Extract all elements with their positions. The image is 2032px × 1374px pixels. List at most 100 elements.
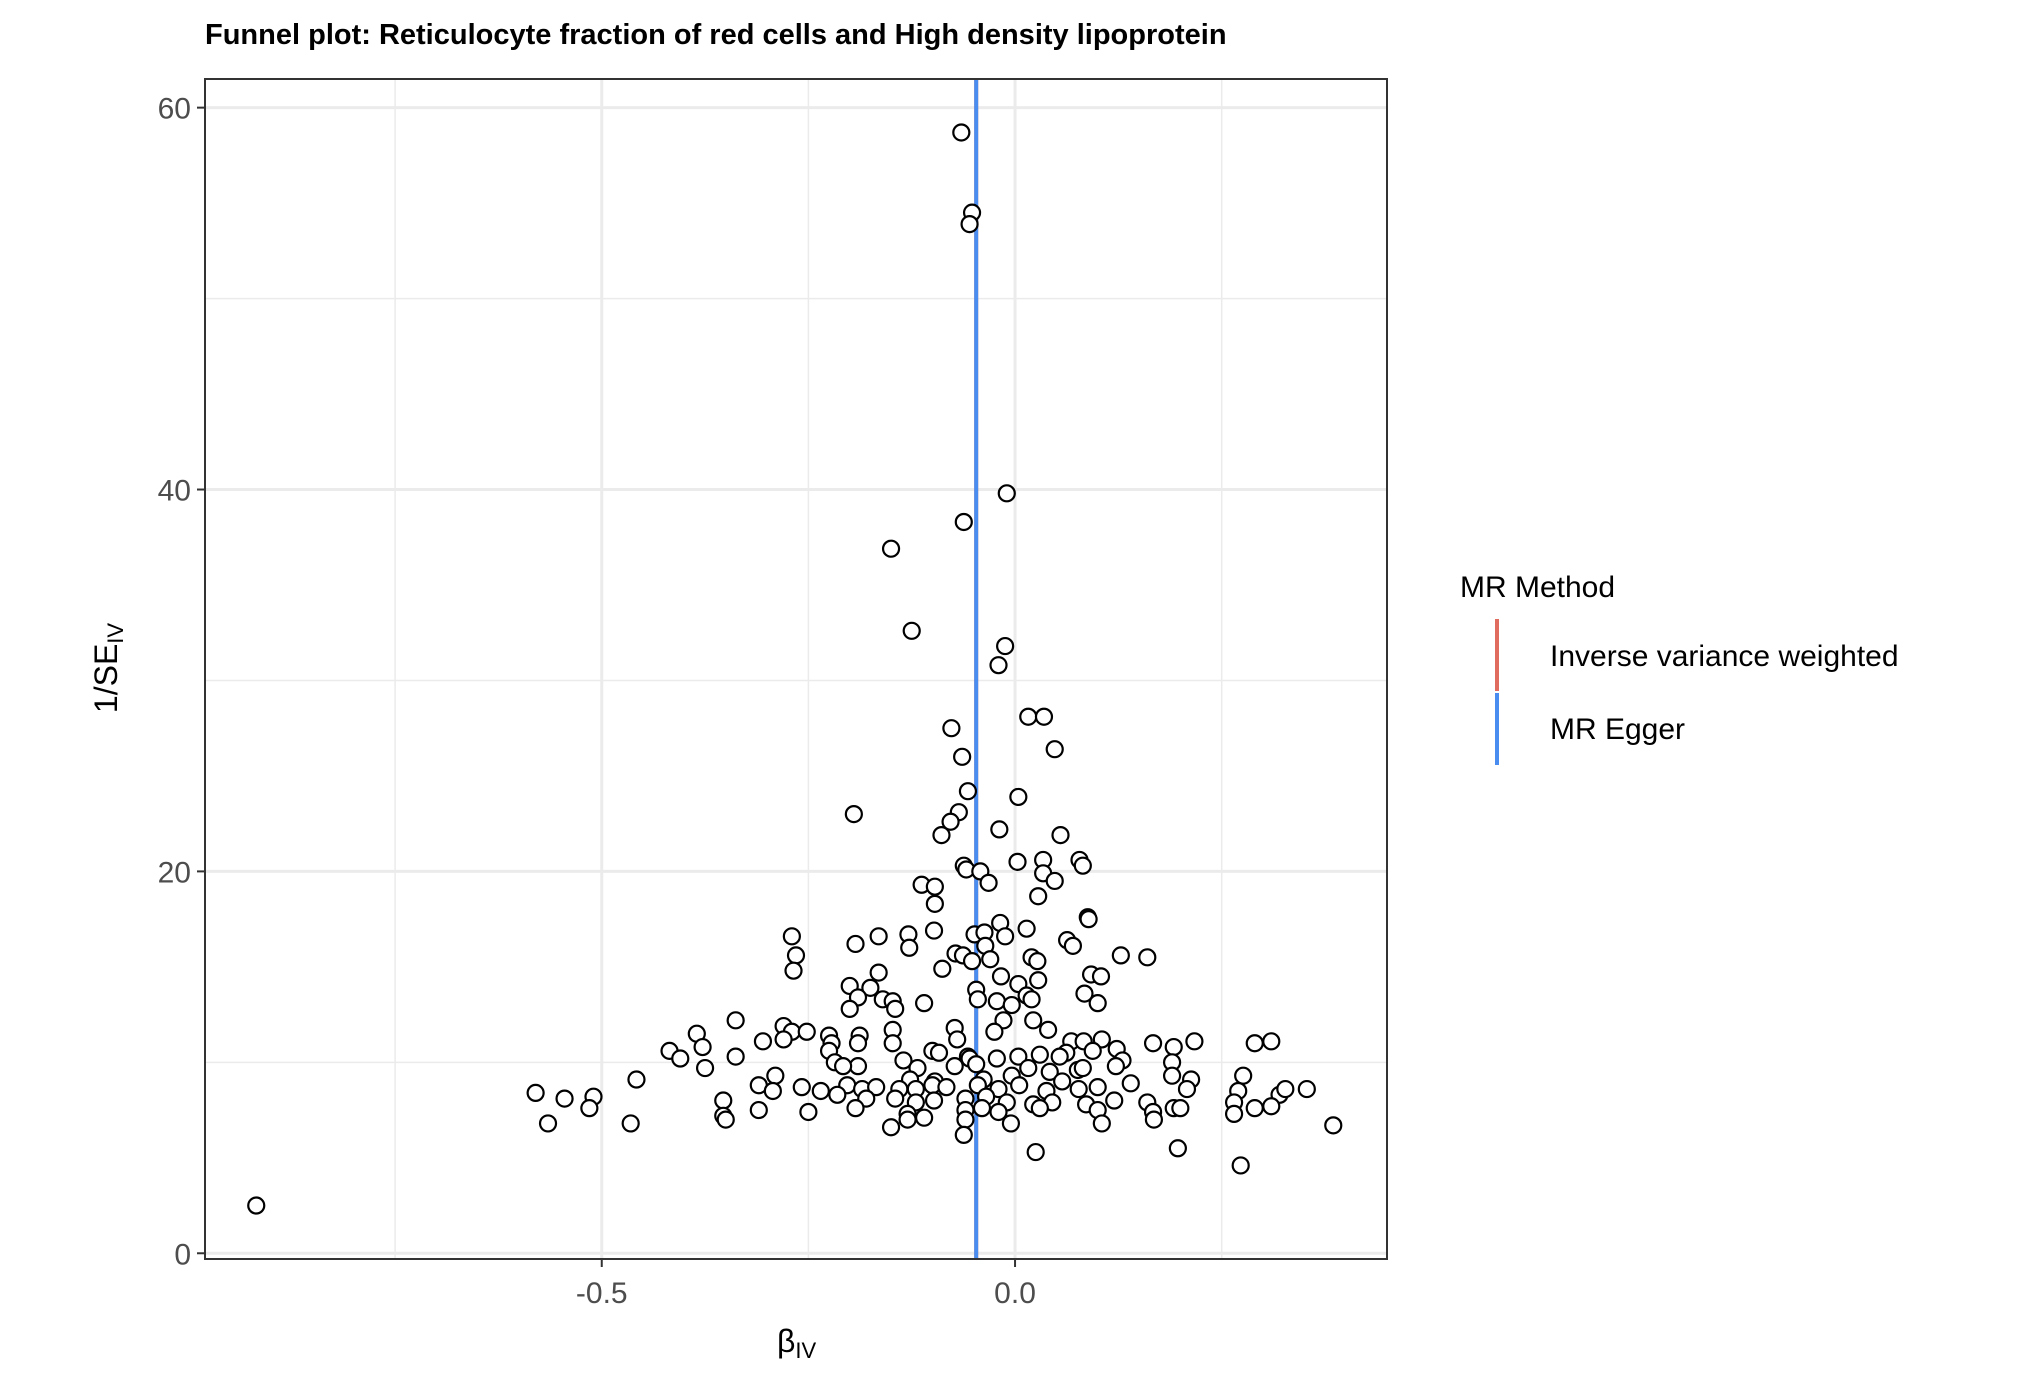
- data-point: [1171, 1099, 1190, 1118]
- data-point: [996, 636, 1015, 656]
- data-point: [869, 927, 888, 946]
- data-point: [1092, 1114, 1111, 1133]
- data-point: [1143, 1034, 1163, 1053]
- data-point: [996, 927, 1015, 946]
- data-point: [1297, 1079, 1316, 1099]
- data-point: [1144, 1110, 1164, 1129]
- data-point: [902, 621, 921, 640]
- data-point: [1008, 852, 1027, 871]
- legend-label-egger: MR Egger: [1550, 713, 1685, 746]
- legend-title: MR Method: [1460, 571, 1615, 604]
- data-point: [1009, 1047, 1028, 1066]
- data-point: [763, 1081, 782, 1101]
- data-point: [915, 1108, 934, 1127]
- data-point: [792, 1078, 811, 1097]
- data-point: [247, 1196, 266, 1215]
- chart-title: Funnel plot: Reticulocyte fraction of re…: [205, 19, 1227, 51]
- data-point: [991, 967, 1011, 986]
- data-point: [886, 999, 905, 1018]
- data-point: [1231, 1156, 1250, 1175]
- data-point: [981, 950, 1000, 969]
- data-point: [1083, 1041, 1102, 1060]
- y-axis-label-main: 1/SE: [88, 644, 124, 713]
- data-point: [1001, 1114, 1021, 1133]
- data-point: [1276, 1079, 1295, 1099]
- data-point: [1010, 1076, 1029, 1095]
- data-point: [997, 484, 1016, 503]
- data-point: [716, 1110, 735, 1129]
- data-point: [714, 1091, 733, 1110]
- data-point: [580, 1099, 599, 1118]
- x-axis-label-subscript: IV: [795, 1338, 816, 1363]
- data-point: [538, 1114, 558, 1133]
- data-point: [948, 1030, 967, 1049]
- data-point: [1040, 1062, 1059, 1081]
- data-point: [1138, 948, 1157, 967]
- data-point: [555, 1089, 574, 1108]
- data-point: [1073, 1058, 1092, 1078]
- x-tick-label: -0.5: [576, 1277, 628, 1310]
- data-point: [1019, 707, 1038, 726]
- data-point: [1063, 936, 1083, 955]
- data-point: [968, 990, 987, 1009]
- y-tick-label: 0: [174, 1238, 191, 1271]
- plot-panel-border: [204, 78, 1388, 1260]
- data-point: [1045, 740, 1064, 759]
- data-point: [925, 894, 944, 913]
- data-point: [894, 1051, 913, 1070]
- data-point: [846, 1099, 865, 1118]
- data-point: [956, 1110, 975, 1129]
- data-point: [1028, 952, 1047, 971]
- grid-minor: [205, 79, 1387, 1259]
- y-axis: 0 20 40 60: [158, 93, 205, 1271]
- x-tick-label: 0.0: [994, 1277, 1036, 1310]
- data-point: [954, 1125, 973, 1144]
- x-axis: -0.5 0.0: [576, 1259, 1036, 1310]
- data-point: [1050, 1047, 1069, 1066]
- data-point: [1069, 1079, 1088, 1099]
- data-point: [1030, 1045, 1049, 1064]
- data-point: [840, 999, 859, 1018]
- data-point: [695, 1058, 715, 1078]
- data-point: [1262, 1032, 1281, 1051]
- data-point: [749, 1100, 768, 1120]
- data-point: [1029, 971, 1048, 990]
- data-point: [933, 959, 952, 978]
- data-point: [1022, 990, 1041, 1009]
- data-point: [924, 1091, 944, 1110]
- data-point: [979, 873, 998, 892]
- data-point: [953, 747, 972, 766]
- data-point: [925, 877, 944, 896]
- data-point: [1026, 1142, 1045, 1162]
- data-point: [1185, 1032, 1204, 1051]
- data-point: [1245, 1099, 1264, 1118]
- data-point: [1029, 887, 1048, 906]
- data-point: [1088, 994, 1107, 1013]
- data-point: [782, 927, 801, 946]
- grid-major: [205, 79, 1387, 1259]
- data-point: [1177, 1079, 1197, 1099]
- x-axis-label-main: β: [777, 1323, 795, 1359]
- data-point: [1324, 1116, 1343, 1135]
- data-point: [989, 656, 1008, 675]
- data-point: [1111, 946, 1130, 965]
- data-point: [1234, 1066, 1253, 1085]
- data-point: [985, 1022, 1004, 1041]
- data-point: [627, 1070, 646, 1089]
- data-point: [766, 1066, 785, 1085]
- y-axis-label: 1/SEIV: [88, 623, 128, 713]
- data-point: [1224, 1104, 1244, 1123]
- data-point: [621, 1114, 640, 1133]
- data-point: [786, 946, 806, 965]
- data-point: [671, 1049, 690, 1068]
- data-point: [987, 1049, 1006, 1068]
- data-point: [848, 1034, 868, 1053]
- data-point: [941, 812, 960, 831]
- data-point: [1051, 826, 1070, 845]
- data-point: [1079, 910, 1098, 929]
- data-point: [834, 1057, 853, 1076]
- data-point: [844, 805, 863, 824]
- data-point: [881, 1118, 901, 1137]
- data-point: [1106, 1057, 1125, 1076]
- data-point: [924, 921, 944, 940]
